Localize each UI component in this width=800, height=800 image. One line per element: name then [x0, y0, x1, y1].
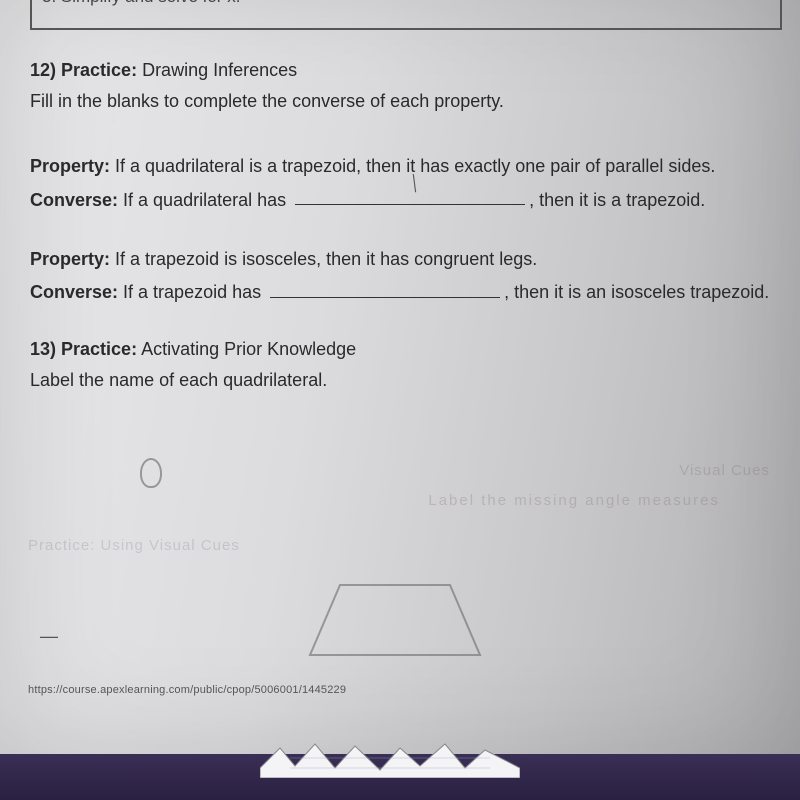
- q12-block: 12) Practice: Drawing Inferences Fill in…: [30, 58, 782, 305]
- q13-heading: 13) Practice: Activating Prior Knowledge: [30, 337, 782, 362]
- property-2-text: If a trapezoid is isosceles, then it has…: [110, 249, 537, 269]
- trapezoid-figure: [300, 575, 500, 682]
- converse-2: Converse: If a trapezoid has , then it i…: [30, 278, 782, 305]
- blank-1[interactable]: ╲: [295, 186, 525, 206]
- q13-number: 13) Practice:: [30, 339, 137, 359]
- property-2-label: Property:: [30, 249, 110, 269]
- q13-title: Activating Prior Knowledge: [137, 339, 356, 359]
- trapezoid-shape: [310, 585, 480, 655]
- converse-1-label: Converse:: [30, 189, 118, 209]
- pencil-oval-mark: [140, 458, 162, 488]
- trapezoid-svg: [300, 575, 500, 675]
- converse-1-before: If a quadrilateral has: [118, 189, 291, 209]
- q12-title: Drawing Inferences: [137, 60, 297, 80]
- q12-heading: 12) Practice: Drawing Inferences: [30, 58, 782, 83]
- q12-number: 12) Practice:: [30, 60, 137, 80]
- property-1-label: Property:: [30, 156, 110, 176]
- equals-x-text: = x: [734, 0, 768, 1]
- bleed-text-3: Practice: Using Visual Cues: [28, 535, 240, 556]
- blank-2[interactable]: [270, 278, 500, 298]
- q12-instruction: Fill in the blanks to complete the conve…: [30, 89, 782, 114]
- worksheet-page: 3. Simplify and solve for x. = x 12) Pra…: [0, 0, 800, 760]
- stray-dash: —: [40, 624, 58, 649]
- converse-1-after: , then it is a trapezoid.: [529, 189, 705, 209]
- paper-tear-icon: [260, 738, 520, 778]
- converse-1: Converse: If a quadrilateral has ╲, then…: [30, 186, 782, 213]
- converse-2-label: Converse:: [30, 282, 118, 302]
- converse-2-before: If a trapezoid has: [118, 282, 266, 302]
- q13-block: 13) Practice: Activating Prior Knowledge…: [30, 337, 782, 393]
- property-1: Property: If a quadrilateral is a trapez…: [30, 154, 782, 179]
- top-step-3: 3. Simplify and solve for x.: [42, 0, 240, 6]
- footer-url: https://course.apexlearning.com/public/c…: [28, 683, 346, 698]
- top-instruction-box: 3. Simplify and solve for x. = x: [30, 0, 782, 30]
- top-equals-x: = x: [712, 0, 768, 4]
- q13-instruction: Label the name of each quadrilateral.: [30, 368, 782, 393]
- converse-2-after: , then it is an isosceles trapezoid.: [504, 282, 769, 302]
- bleed-text-1: Visual Cues: [679, 460, 770, 481]
- property-2: Property: If a trapezoid is isosceles, t…: [30, 247, 782, 272]
- bleed-text-2: Label the missing angle measures: [428, 490, 720, 511]
